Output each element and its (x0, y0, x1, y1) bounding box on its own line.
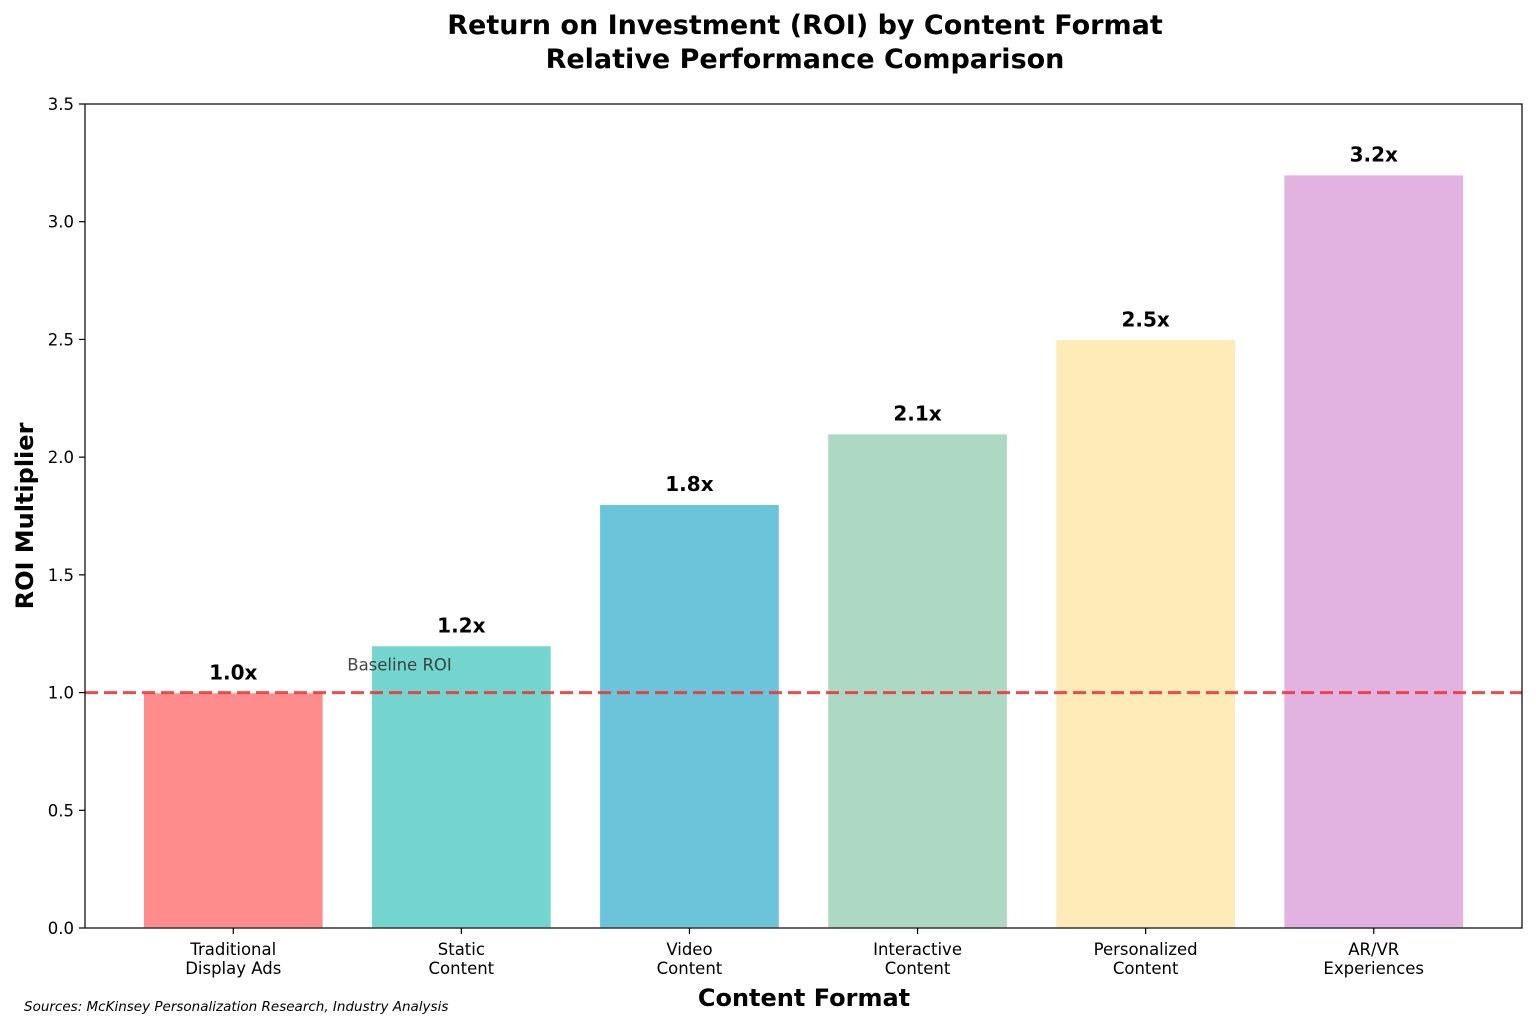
x-tick-label-0-1: Display Ads (185, 959, 281, 978)
x-tick-label-4-1: Content (1113, 959, 1179, 978)
x-axis-label: Content Format (698, 984, 910, 1012)
chart-title: Return on Investment (ROI) by Content Fo… (447, 10, 1163, 41)
x-tick-label-1-0: Static (438, 940, 485, 959)
y-tick-label-2: 1.0 (48, 684, 74, 703)
plot-frame (84, 103, 1523, 929)
data-labels-layer: 1.0x 1.2x 1.8x 2.1x 2.5x 3.2x (209, 143, 1398, 685)
y-tick-label-7: 3.5 (48, 95, 74, 114)
x-tick-label-3-1: Content (885, 959, 951, 978)
x-tick-label-1-1: Content (429, 959, 495, 978)
data-label-5: 3.2x (1350, 143, 1398, 167)
x-tick-label-2-0: Video (666, 940, 712, 959)
bar-0 (142, 691, 325, 929)
y-tick-label-3: 1.5 (48, 566, 74, 585)
y-tick-label-0: 0.0 (48, 919, 74, 938)
y-tick-label-5: 2.5 (48, 330, 74, 349)
bar-4 (1054, 338, 1237, 929)
x-tick-label-3-0: Interactive (873, 940, 962, 959)
data-label-1: 1.2x (437, 613, 485, 637)
data-label-4: 2.5x (1121, 307, 1169, 331)
x-tick-label-5-0: AR/VR (1348, 940, 1399, 959)
y-axis-label: ROI Multiplier (11, 422, 39, 609)
y-tick-label-6: 3.0 (48, 213, 74, 232)
y-axis: 0.0 0.5 1.0 1.5 2.0 2.5 3.0 3.5 (48, 95, 85, 938)
chart-subtitle: Relative Performance Comparison (546, 44, 1065, 75)
bar-3 (826, 432, 1009, 929)
data-label-3: 2.1x (893, 402, 941, 426)
data-label-0: 1.0x (209, 661, 257, 685)
bars-layer (142, 173, 1465, 929)
bar-2 (598, 503, 781, 929)
baseline-label: Baseline ROI (347, 656, 452, 675)
y-tick-label-4: 2.0 (48, 448, 74, 467)
reference-line-layer: Baseline ROI (85, 656, 1522, 695)
bar-1 (370, 644, 553, 929)
y-tick-label-1: 0.5 (48, 801, 74, 820)
data-label-2: 1.8x (665, 472, 713, 496)
x-tick-label-0-0: Traditional (189, 940, 276, 959)
x-tick-label-5-1: Experiences (1323, 959, 1424, 978)
bar-5 (1282, 173, 1465, 929)
source-note: Sources: McKinsey Personalization Resear… (24, 999, 448, 1015)
x-tick-label-4-0: Personalized (1094, 940, 1198, 959)
x-tick-label-2-1: Content (657, 959, 723, 978)
